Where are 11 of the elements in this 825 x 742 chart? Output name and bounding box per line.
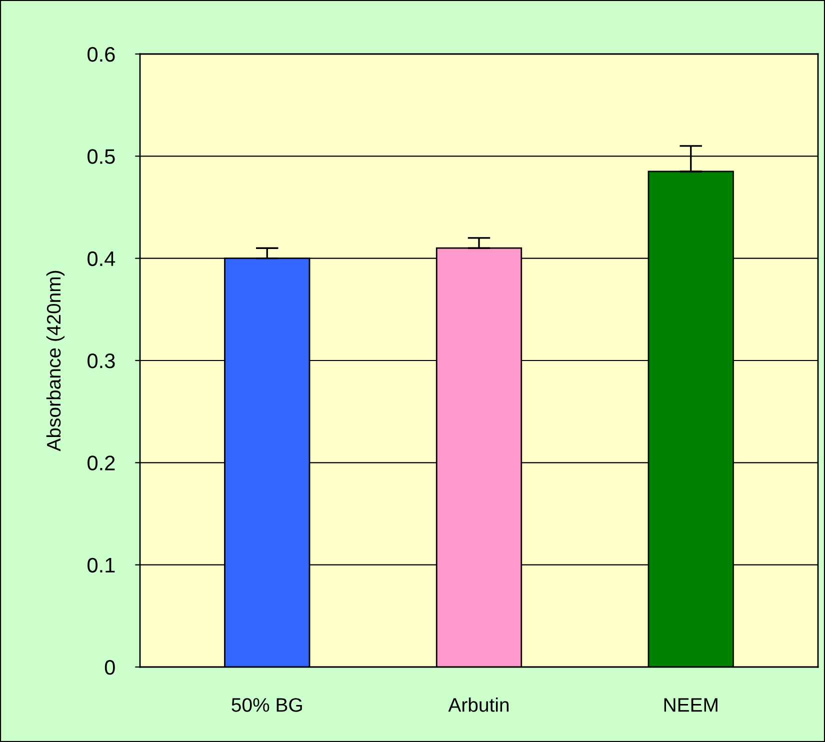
x-tick-label: 50% BG <box>232 698 302 712</box>
y-tick-label: 0.5 <box>88 149 115 164</box>
y-tick-label: 0.3 <box>88 354 115 368</box>
y-axis-title: Absorbance (420nm) <box>46 270 65 452</box>
y-tick-label: 0 <box>104 660 115 675</box>
y-tick-label: 0.6 <box>88 47 115 62</box>
y-tick-label: 0.1 <box>88 558 115 573</box>
y-tick-label: 0.2 <box>88 456 115 470</box>
y-tick-label: 0.4 <box>88 251 116 266</box>
x-tick-label: NEEM <box>664 698 718 712</box>
x-tick-label: Arbutin <box>448 698 509 712</box>
